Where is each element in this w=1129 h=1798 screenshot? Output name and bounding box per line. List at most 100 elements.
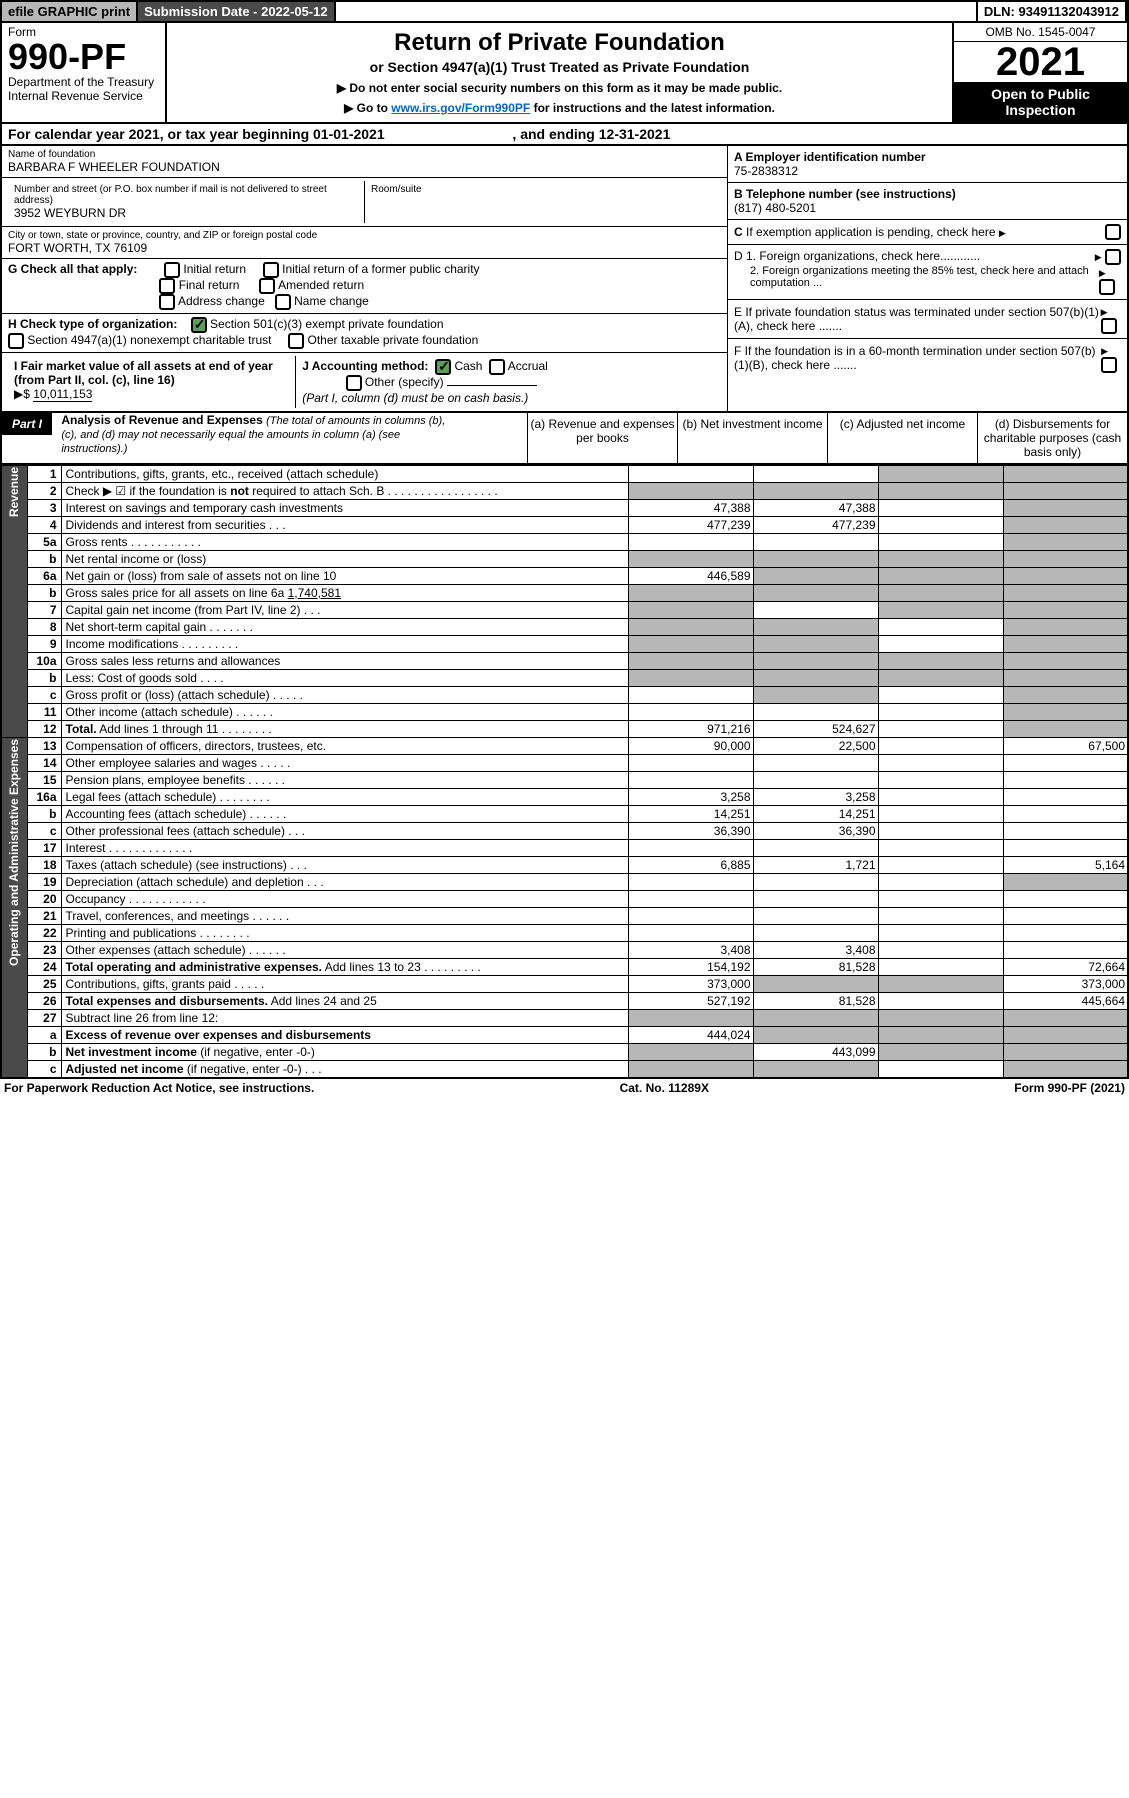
revenue-side: Revenue: [1, 466, 27, 738]
foundation-name: BARBARA F WHEELER FOUNDATION: [8, 160, 721, 174]
4947a1-checkbox[interactable]: [8, 333, 24, 349]
address-label: Number and street (or P.O. box number if…: [14, 184, 358, 206]
value-cell: [1003, 823, 1128, 840]
shaded-cell: [878, 568, 1003, 585]
address-change-checkbox[interactable]: [159, 294, 175, 310]
value-cell: [1003, 925, 1128, 942]
value-cell: 373,000: [1003, 976, 1128, 993]
col-a-header: (a) Revenue and expenses per books: [528, 413, 678, 463]
d2-checkbox[interactable]: [1099, 279, 1115, 295]
value-cell: [753, 602, 878, 619]
line-number: 16a: [27, 789, 61, 806]
value-cell: 477,239: [628, 517, 753, 534]
financial-table: Revenue1Contributions, gifts, grants, et…: [0, 465, 1129, 1079]
line-number: 13: [27, 738, 61, 755]
section-h: H Check type of organization: Section 50…: [2, 314, 727, 353]
part1-label: Part I: [2, 413, 52, 435]
line-number: b: [27, 585, 61, 602]
cash-checkbox[interactable]: [435, 359, 451, 375]
line-number: 27: [27, 1010, 61, 1027]
value-cell: [753, 534, 878, 551]
c-label: If exemption application is pending, che…: [746, 225, 996, 239]
shaded-cell: [1003, 619, 1128, 636]
form-link[interactable]: www.irs.gov/Form990PF: [391, 101, 530, 115]
value-cell: 22,500: [753, 738, 878, 755]
shaded-cell: [878, 670, 1003, 687]
shaded-cell: [878, 483, 1003, 500]
line-number: 26: [27, 993, 61, 1010]
line-number: a: [27, 1027, 61, 1044]
amended-return-checkbox[interactable]: [259, 278, 275, 294]
value-cell: [878, 891, 1003, 908]
f-label: F If the foundation is in a 60-month ter…: [734, 344, 1101, 372]
value-cell: [878, 874, 1003, 891]
city-state-zip: FORT WORTH, TX 76109: [8, 241, 721, 255]
line-number: 14: [27, 755, 61, 772]
value-cell: [628, 466, 753, 483]
line-desc: Net short-term capital gain . . . . . . …: [61, 619, 628, 636]
shaded-cell: [628, 653, 753, 670]
line-number: 2: [27, 483, 61, 500]
value-cell: [1003, 806, 1128, 823]
line-desc: Capital gain net income (from Part IV, l…: [61, 602, 628, 619]
shaded-cell: [1003, 687, 1128, 704]
line-number: 7: [27, 602, 61, 619]
value-cell: 1,721: [753, 857, 878, 874]
ein-value: 75-2838312: [734, 164, 1121, 178]
fmv-value: 10,011,153: [33, 387, 92, 402]
shaded-cell: [1003, 517, 1128, 534]
line-number: 18: [27, 857, 61, 874]
shaded-cell: [1003, 1010, 1128, 1027]
line-number: 9: [27, 636, 61, 653]
value-cell: [1003, 789, 1128, 806]
dept-2: Internal Revenue Service: [8, 89, 159, 103]
501c3-checkbox[interactable]: [191, 317, 207, 333]
value-cell: [753, 925, 878, 942]
value-cell: 443,099: [753, 1044, 878, 1061]
initial-return-checkbox[interactable]: [164, 262, 180, 278]
form-number: 990-PF: [8, 39, 159, 75]
shaded-cell: [753, 1010, 878, 1027]
expenses-side: Operating and Administrative Expenses: [1, 738, 27, 1079]
line-number: b: [27, 551, 61, 568]
line-desc: Accounting fees (attach schedule) . . . …: [61, 806, 628, 823]
page-footer: For Paperwork Reduction Act Notice, see …: [0, 1079, 1129, 1097]
value-cell: [878, 959, 1003, 976]
value-cell: [753, 840, 878, 857]
shaded-cell: [1003, 1044, 1128, 1061]
calendar-year-row: For calendar year 2021, or tax year begi…: [0, 124, 1129, 146]
other-method-checkbox[interactable]: [346, 375, 362, 391]
tel-label: B Telephone number (see instructions): [734, 187, 1121, 201]
d1-label: D 1. Foreign organizations, check here..…: [734, 249, 980, 265]
line-number: 20: [27, 891, 61, 908]
ein-label: A Employer identification number: [734, 150, 1121, 164]
f-checkbox[interactable]: [1101, 357, 1117, 373]
value-cell: 477,239: [753, 517, 878, 534]
line-desc: Pension plans, employee benefits . . . .…: [61, 772, 628, 789]
address: 3952 WEYBURN DR: [14, 206, 358, 220]
d1-checkbox[interactable]: [1105, 249, 1121, 265]
final-return-checkbox[interactable]: [159, 278, 175, 294]
other-taxable-checkbox[interactable]: [288, 333, 304, 349]
name-change-checkbox[interactable]: [275, 294, 291, 310]
value-cell: 14,251: [753, 806, 878, 823]
shaded-cell: [1003, 500, 1128, 517]
e-checkbox[interactable]: [1101, 318, 1117, 334]
efile-label: efile GRAPHIC print: [2, 2, 138, 21]
line-desc: Contributions, gifts, grants paid . . . …: [61, 976, 628, 993]
c-checkbox[interactable]: [1105, 224, 1121, 240]
line-desc: Total expenses and disbursements. Add li…: [61, 993, 628, 1010]
value-cell: 527,192: [628, 993, 753, 1010]
value-cell: [878, 993, 1003, 1010]
shaded-cell: [1003, 602, 1128, 619]
value-cell: 444,024: [628, 1027, 753, 1044]
shaded-cell: [753, 976, 878, 993]
value-cell: 67,500: [1003, 738, 1128, 755]
line-number: 24: [27, 959, 61, 976]
shaded-cell: [753, 636, 878, 653]
identification-section: Name of foundation BARBARA F WHEELER FOU…: [0, 146, 1129, 413]
initial-former-checkbox[interactable]: [263, 262, 279, 278]
shaded-cell: [628, 1061, 753, 1079]
accrual-checkbox[interactable]: [489, 359, 505, 375]
value-cell: [1003, 755, 1128, 772]
